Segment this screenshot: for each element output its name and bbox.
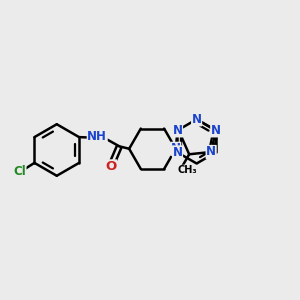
Text: N: N: [172, 146, 182, 159]
Text: NH: NH: [87, 130, 107, 143]
Text: N: N: [206, 146, 216, 158]
Text: N: N: [211, 124, 221, 137]
Text: N: N: [192, 113, 202, 126]
Text: N: N: [171, 142, 181, 155]
Text: N: N: [172, 124, 182, 137]
Text: O: O: [105, 160, 116, 173]
Text: CH₃: CH₃: [178, 165, 197, 175]
Text: Cl: Cl: [13, 165, 26, 178]
